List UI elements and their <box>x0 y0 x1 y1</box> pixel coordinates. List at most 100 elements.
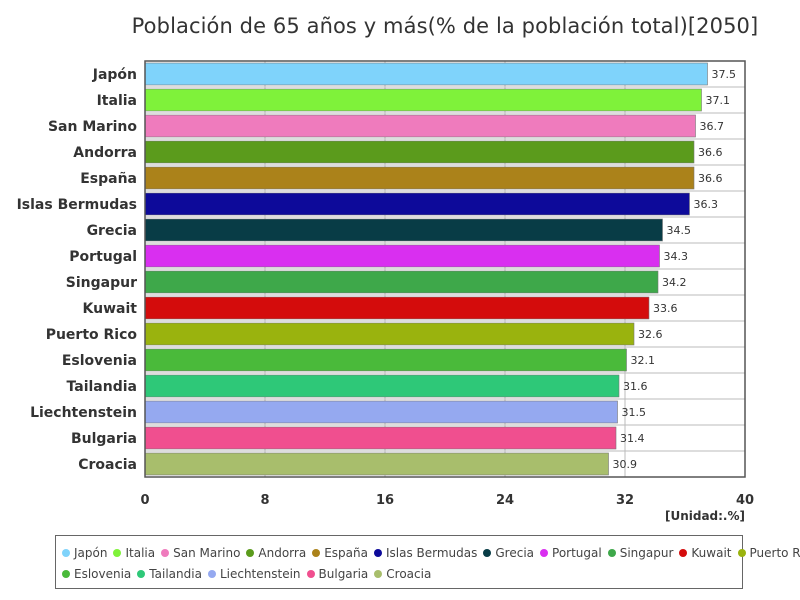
category-label: Liechtenstein <box>30 405 137 421</box>
value-label: 36.7 <box>700 120 725 133</box>
legend-item: Singapur <box>607 545 674 560</box>
legend-label: Puerto Rico <box>749 545 800 560</box>
value-label: 37.5 <box>712 68 737 81</box>
legend-label: Portugal <box>552 545 602 560</box>
legend-label: Singapur <box>619 545 674 560</box>
value-labels: 37.5 37.1 36.7 36.6 36.6 36.334.5 34.3 34.2 33.6… <box>613 68 737 471</box>
category-label: Japón <box>92 67 137 83</box>
bar <box>144 400 618 424</box>
value-label: 34.3 <box>664 250 689 263</box>
category-label: España <box>80 171 137 187</box>
legend-label: España <box>324 545 368 560</box>
value-label: 36.3 <box>694 198 719 211</box>
legend-marker-icon <box>374 569 383 578</box>
legend-label: San Marino <box>173 545 241 560</box>
bar <box>144 140 695 164</box>
legend-marker-icon <box>62 569 70 578</box>
legend-label: Liechtenstein <box>219 566 301 581</box>
legend-label: Tailandia <box>149 566 202 581</box>
legend-marker-icon <box>373 548 382 557</box>
legend-marker-icon <box>483 548 492 557</box>
legend-marker-icon <box>137 569 146 578</box>
x-tick-label: 8 <box>260 493 269 508</box>
bars <box>144 62 708 476</box>
legend-item: Andorra <box>246 546 306 560</box>
legend: Japón Italia San Marino Andorra España Islas … <box>55 535 800 589</box>
category-labels: Japón Italia San Marino Andorra España Islas … <box>17 67 138 473</box>
value-label: 36.6 <box>698 172 723 185</box>
x-tick-label: 32 <box>616 493 634 508</box>
value-label: 31.5 <box>622 406 647 419</box>
legend-marker-icon <box>607 548 616 557</box>
legend-marker-icon <box>306 569 315 578</box>
legend-item: Bulgaria <box>306 566 369 581</box>
category-label: Eslovenia <box>62 353 137 369</box>
legend-label: Italia <box>125 545 156 560</box>
unit-label: [Unidad:.%] <box>664 509 745 523</box>
legend-item: Puerto Rico <box>737 545 800 560</box>
value-label: 34.2 <box>662 276 687 289</box>
value-label: 36.6 <box>698 146 723 159</box>
bar <box>144 114 696 138</box>
legend-label: Croacia <box>386 566 432 581</box>
chart-title: Población de 65 años y más(% de la pobla… <box>131 14 759 38</box>
legend-label: Andorra <box>258 545 307 560</box>
legend-marker-icon <box>737 548 746 557</box>
value-label: 32.6 <box>638 328 663 341</box>
legend-item: España <box>312 546 368 560</box>
x-tick-label: 16 <box>376 493 394 508</box>
legend-label: Eslovenia <box>74 566 132 581</box>
x-tick-label: 24 <box>496 493 514 508</box>
category-label: San Marino <box>48 119 137 135</box>
legend-item: Eslovenia <box>62 567 131 581</box>
category-label: Tailandia <box>67 379 137 395</box>
bar <box>144 270 659 294</box>
legend-label: Bulgaria <box>318 566 369 581</box>
legend-item: Kuwait <box>679 545 732 560</box>
bar <box>144 62 708 86</box>
category-label: Singapur <box>66 275 137 291</box>
bar <box>144 166 695 190</box>
legend-item: Grecia <box>483 546 534 560</box>
category-label: Kuwait <box>83 301 138 317</box>
value-label: 37.1 <box>706 94 731 107</box>
x-axis-tick-labels: 0 8 16 24 32 40 <box>140 493 754 508</box>
legend-row: Eslovenia Tailandia Liechtenstein Bulgaria C… <box>62 563 738 584</box>
category-label: Portugal <box>69 249 137 265</box>
legend-item: Italia <box>113 546 155 560</box>
bar <box>144 348 627 372</box>
legend-item: San Marino <box>161 546 240 560</box>
legend-label: Kuwait <box>691 545 732 560</box>
category-label: Croacia <box>78 457 137 473</box>
legend-marker-icon <box>207 569 216 578</box>
legend-marker-icon <box>246 548 255 557</box>
value-label: 33.6 <box>653 302 678 315</box>
legend-marker-icon <box>113 548 122 557</box>
x-tick-label: 40 <box>736 493 754 508</box>
bar <box>144 374 620 398</box>
legend-marker-icon <box>679 548 688 557</box>
bar <box>144 452 609 476</box>
bar <box>144 218 663 242</box>
legend-row: Japón Italia San Marino Andorra España Islas … <box>62 542 800 563</box>
plot-area-border <box>144 60 746 478</box>
category-label: Islas Bermudas <box>17 197 137 213</box>
legend-marker-icon <box>540 548 549 557</box>
legend-item: Japón <box>62 546 107 560</box>
value-label: 31.6 <box>623 380 648 393</box>
legend-item: Portugal <box>540 546 602 560</box>
legend-marker-icon <box>161 548 170 557</box>
value-label: 34.5 <box>667 224 692 237</box>
bar <box>144 426 617 450</box>
bar <box>144 296 650 320</box>
legend-marker-icon <box>62 548 70 557</box>
bar <box>144 322 635 346</box>
legend-marker-icon <box>312 548 321 557</box>
legend-item: Islas Bermudas <box>373 545 478 560</box>
legend-label: Grecia <box>495 545 535 560</box>
x-tick-label: 0 <box>140 493 149 508</box>
legend-item: Liechtenstein <box>207 566 301 581</box>
legend-label: Islas Bermudas <box>385 545 478 560</box>
category-label: Bulgaria <box>71 431 137 447</box>
